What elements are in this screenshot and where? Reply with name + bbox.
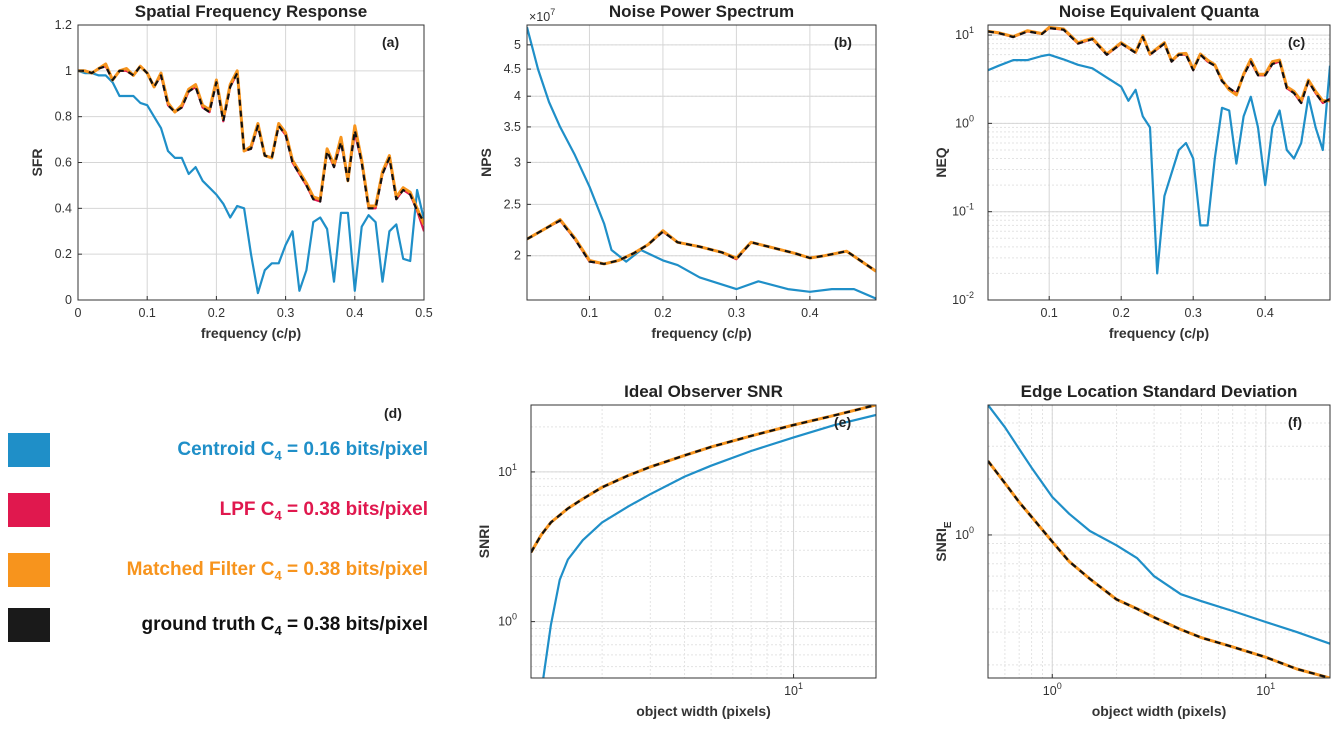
chart-e: 101 100 101 Ideal Observer SNR (e) object wid… xyxy=(476,382,877,719)
chart-title: Spatial Frequency Response xyxy=(135,2,367,21)
legend-panel: (d) Centroid C4 = 0.16 bits/pixel LPF C4… xyxy=(0,400,440,660)
legend-item-lpf: LPF C4 = 0.38 bits/pixel xyxy=(8,493,438,527)
panel-label: (b) xyxy=(834,34,852,50)
y-tick-label: 0.8 xyxy=(55,110,72,124)
series-lpf-line xyxy=(988,27,1330,105)
x-tick-label: 100 xyxy=(1043,681,1062,698)
panel-label-d: (d) xyxy=(384,405,402,421)
series-centroid-line xyxy=(988,405,1330,645)
x-tick-label: 0.2 xyxy=(208,306,225,320)
x-tick-label: 101 xyxy=(1256,681,1275,698)
y-tick-label: 0.6 xyxy=(55,156,72,170)
y-tick-label: 3 xyxy=(514,155,521,169)
x-tick-label: 0.1 xyxy=(139,306,156,320)
y-tick-label: 1.2 xyxy=(55,18,72,32)
series-matched-filter-line xyxy=(988,25,1330,103)
x-tick-label: 0.5 xyxy=(415,306,432,320)
y-tick-label: 2 xyxy=(514,249,521,263)
series-centroid-line xyxy=(78,69,424,295)
x-tick-label: 0.3 xyxy=(277,306,294,320)
x-tick-label: 0.2 xyxy=(654,306,671,320)
legend-swatch-matched-filter xyxy=(8,553,50,587)
legend-text-lpf: LPF C4 = 0.38 bits/pixel xyxy=(219,499,428,523)
series-centroid-line xyxy=(527,26,876,300)
y-tick-label: 0 xyxy=(65,293,72,307)
x-axis-label: frequency (c/p) xyxy=(651,325,751,341)
chart-title: Noise Equivalent Quanta xyxy=(1059,2,1260,21)
series-matched-filter-line xyxy=(531,405,876,554)
x-tick-label: 0.4 xyxy=(1257,306,1274,320)
y-axis-exponent: ×107 xyxy=(529,7,555,24)
y-axis-label: NEQ xyxy=(933,147,949,177)
x-tick-label: 0.1 xyxy=(581,306,598,320)
x-tick-label: 0.3 xyxy=(1185,306,1202,320)
y-tick-label: 100 xyxy=(498,612,517,629)
y-tick-label: 101 xyxy=(955,25,974,42)
panel-label: (f) xyxy=(1288,414,1302,430)
y-tick-label: 10-1 xyxy=(952,202,974,219)
x-tick-label: 0 xyxy=(75,306,82,320)
legend-swatch-ground-truth xyxy=(8,608,50,642)
series-ground-truth-line xyxy=(78,65,424,223)
legend-swatch-centroid xyxy=(8,433,50,467)
y-axis-label: SNRI xyxy=(476,525,492,558)
y-axis-label: NPS xyxy=(478,148,494,177)
series-ground-truth-line xyxy=(988,27,1330,105)
series-matched-filter-line xyxy=(988,460,1330,678)
y-axis-label: SFR xyxy=(29,149,45,177)
legend-text-centroid: Centroid C4 = 0.16 bits/pixel xyxy=(177,439,428,463)
chart-f: 100 101 100 Edge Location Standard Deviatio… xyxy=(933,382,1331,719)
legend-text-ground-truth: ground truth C4 = 0.38 bits/pixel xyxy=(141,614,428,638)
x-axis-label: frequency (c/p) xyxy=(201,325,301,341)
plot-frame xyxy=(530,404,877,679)
legend-swatch-lpf xyxy=(8,493,50,527)
y-tick-label: 100 xyxy=(955,525,974,542)
series-lpf-line xyxy=(988,460,1330,678)
x-tick-label: 0.2 xyxy=(1113,306,1130,320)
y-tick-label: 4 xyxy=(514,89,521,103)
x-tick-label: 0.4 xyxy=(801,306,818,320)
chart-title: Edge Location Standard Deviation xyxy=(1021,382,1298,401)
y-axis-label: SNRIE xyxy=(933,521,954,561)
panel-label: (e) xyxy=(834,414,851,430)
chart-a: 0 0.1 0.2 0.3 0.4 0.5 0 0.2 0.4 0.6 0.8 1 1.2 Spatial… xyxy=(29,2,433,341)
y-tick-label: 0.2 xyxy=(55,247,72,261)
chart-title: Noise Power Spectrum xyxy=(609,2,794,21)
series-ground-truth-line xyxy=(527,219,876,273)
legend-item-ground-truth: ground truth C4 = 0.38 bits/pixel xyxy=(8,608,438,642)
y-tick-label: 2.5 xyxy=(504,197,521,211)
chart-c: 0.1 0.2 0.3 0.4 10-2 10-1 100 101 Noise Equivale… xyxy=(933,2,1331,341)
y-tick-label: 5 xyxy=(514,38,521,52)
chart-b: 0.1 0.2 0.3 0.4 2 2.5 3 3.5 4 4.5 5 Noise Power Spe… xyxy=(478,2,877,341)
series-matched-filter-line xyxy=(78,62,424,225)
x-tick-label: 0.1 xyxy=(1041,306,1058,320)
x-axis-label: object width (pixels) xyxy=(1092,703,1227,719)
panel-label: (a) xyxy=(382,34,399,50)
panel-label: (c) xyxy=(1288,34,1305,50)
legend-text-matched-filter: Matched Filter C4 = 0.38 bits/pixel xyxy=(126,559,428,583)
series-ground-truth-line xyxy=(988,460,1330,678)
x-tick-label: 101 xyxy=(784,681,803,698)
chart-title: Ideal Observer SNR xyxy=(624,382,783,401)
series-centroid-line xyxy=(542,413,876,678)
x-tick-label: 0.3 xyxy=(728,306,745,320)
y-tick-label: 10-2 xyxy=(952,290,974,307)
y-tick-label: 4.5 xyxy=(504,62,521,76)
y-tick-label: 1 xyxy=(65,64,72,78)
legend-item-matched-filter: Matched Filter C4 = 0.38 bits/pixel xyxy=(8,553,438,587)
plot-frame xyxy=(987,24,1331,301)
series-centroid-line xyxy=(988,53,1330,275)
y-tick-label: 101 xyxy=(498,462,517,479)
y-tick-label: 3.5 xyxy=(504,120,521,134)
x-tick-label: 0.4 xyxy=(346,306,363,320)
y-tick-label: 0.4 xyxy=(55,201,72,215)
x-axis-label: object width (pixels) xyxy=(636,703,771,719)
plot-frame xyxy=(987,404,1331,679)
x-axis-label: frequency (c/p) xyxy=(1109,325,1209,341)
legend-item-centroid: Centroid C4 = 0.16 bits/pixel xyxy=(8,433,438,467)
y-tick-label: 100 xyxy=(955,113,974,130)
